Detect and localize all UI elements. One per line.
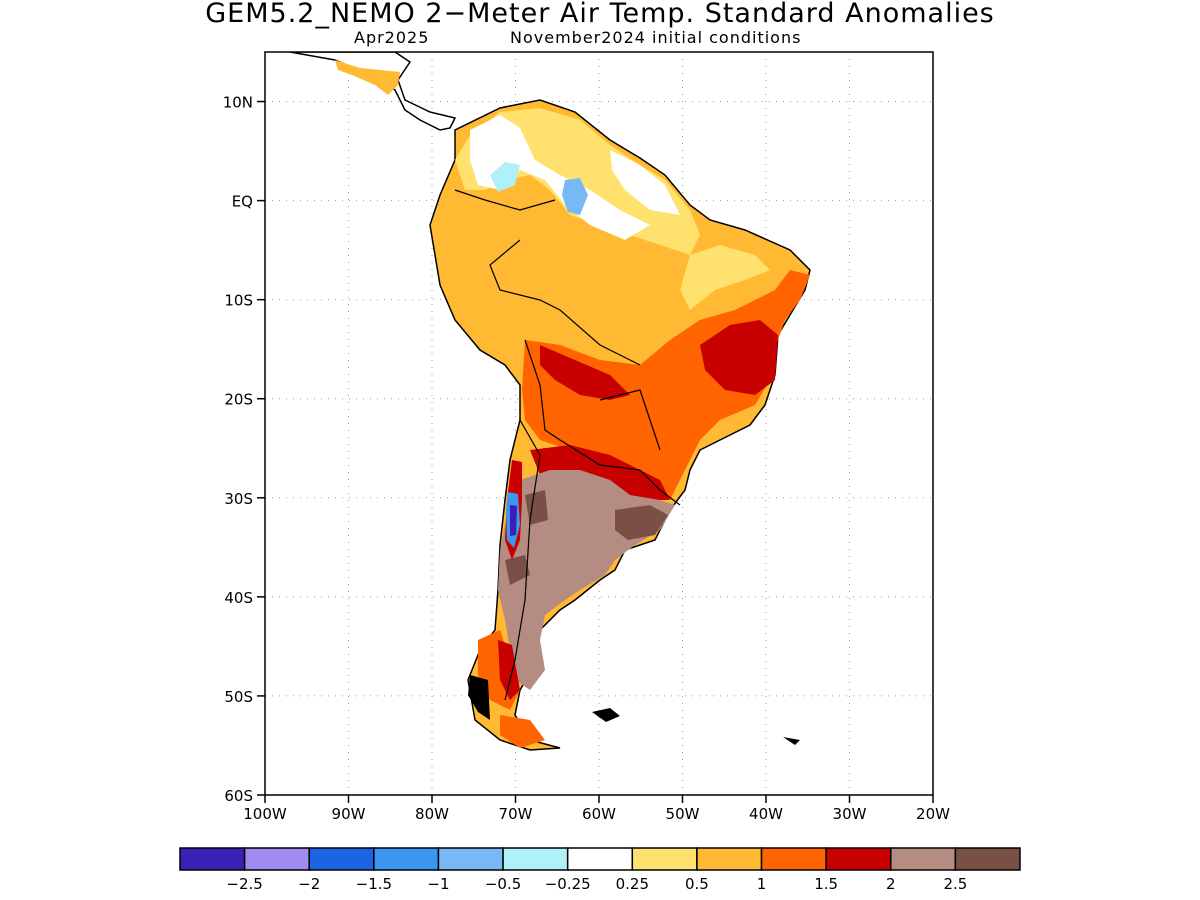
- anomaly-venezuela-white: [470, 115, 650, 240]
- colorbar-label: 1.5: [814, 875, 838, 893]
- colorbar-label: −1.5: [356, 875, 392, 893]
- y-axis: 10N EQ 10S 20S 30S 40S 50S 60S: [223, 94, 265, 805]
- anomaly-uruguay-hot: [615, 505, 668, 540]
- y-tick-label: 40S: [224, 589, 253, 607]
- x-tick-label: 100W: [243, 805, 287, 823]
- colorbar-swatch: [373, 847, 440, 871]
- colorbar-label: −0.5: [485, 875, 521, 893]
- subtitle-initial-conditions: November2024 initial conditions: [510, 28, 802, 47]
- y-tick-label: 10N: [223, 94, 253, 112]
- colorbar-swatch: [890, 847, 957, 871]
- anomaly-northeast-light: [680, 245, 770, 310]
- colorbar-swatch: [502, 847, 569, 871]
- x-tick-label: 30W: [833, 805, 867, 823]
- colorbar-label: 2.5: [943, 875, 967, 893]
- x-tick-label: 80W: [415, 805, 449, 823]
- falkland-islands: [592, 708, 620, 722]
- anomaly-central-america: [335, 60, 400, 95]
- colorbar-swatch: [437, 847, 504, 871]
- colorbar-swatch: [696, 847, 763, 871]
- anomaly-chile-cold: [510, 505, 517, 536]
- x-tick-label: 20W: [916, 805, 950, 823]
- central-america-land: [289, 52, 457, 131]
- colorbar-swatch: [566, 847, 634, 871]
- x-tick-label: 40W: [749, 805, 783, 823]
- colorbar-swatch: [179, 847, 246, 871]
- country-borders: [454, 189, 681, 701]
- chiloe-fragments: [468, 675, 490, 720]
- colorbar-label: 0.5: [685, 875, 709, 893]
- subtitle-valid-month: Apr2025: [354, 28, 430, 47]
- y-tick-label: 10S: [224, 292, 253, 310]
- colorbar-swatch: [308, 847, 375, 871]
- anomaly-tierra-del-fuego: [500, 715, 545, 748]
- colorbar-label: 2: [886, 875, 896, 893]
- x-tick-label: 70W: [499, 805, 533, 823]
- colorbar-label: −1: [427, 875, 449, 893]
- anomaly-red-argentina: [530, 445, 670, 500]
- colorbar-label: −0.25: [545, 875, 591, 893]
- colorbar-label: −2: [298, 875, 320, 893]
- x-axis: 100W 90W 80W 70W 60W 50W 40W 30W 20W: [243, 795, 950, 823]
- colorbar-swatch: [954, 847, 1021, 871]
- x-tick-label: 90W: [332, 805, 366, 823]
- colorbar-swatch: [760, 847, 827, 871]
- y-tick-label: 20S: [224, 391, 253, 409]
- south-georgia: [783, 737, 800, 745]
- anomaly-guiana-white: [610, 150, 680, 215]
- x-tick-label: 50W: [666, 805, 700, 823]
- anomaly-pampas-hot: [505, 555, 530, 585]
- colorbar-swatch: [243, 847, 310, 871]
- colorbar-swatch: [825, 847, 892, 871]
- anomaly-patagonia-red: [498, 640, 520, 700]
- y-tick-label: 30S: [224, 490, 253, 508]
- colorbar-swatch: [631, 847, 698, 871]
- map-area: [265, 52, 933, 795]
- colorbar-label: 0.25: [616, 875, 649, 893]
- y-tick-label: 50S: [224, 688, 253, 706]
- colorbar-label: −2.5: [226, 875, 262, 893]
- x-tick-label: 60W: [582, 805, 616, 823]
- anomaly-venezuela-cool-core: [562, 178, 588, 215]
- chart-title: GEM5.2_NEMO 2−Meter Air Temp. Standard A…: [205, 0, 995, 29]
- anomaly-red-paraguay: [540, 345, 630, 400]
- anomaly-red-brazil: [700, 320, 778, 395]
- anomaly-argentina-warm: [498, 470, 675, 690]
- y-tick-label: 60S: [224, 787, 253, 805]
- anomaly-venezuela-cool: [490, 162, 520, 192]
- colorbar-label: 1: [757, 875, 767, 893]
- colorbar: −2.5 −2 −1.5 −1 −0.5 −0.25 0.25 0.5 1 1.5 2 2.5: [179, 847, 1021, 893]
- y-tick-label: EQ: [232, 193, 253, 211]
